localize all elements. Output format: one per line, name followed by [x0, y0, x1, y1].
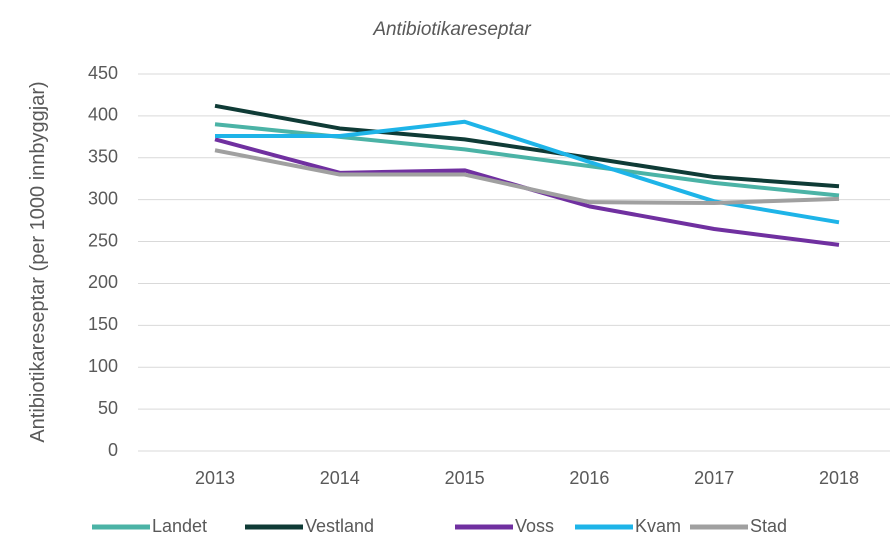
- chart-title: Antibiotikareseptar: [372, 19, 531, 40]
- y-tick-label: 0: [108, 440, 118, 460]
- series-line: [214, 103, 840, 189]
- y-tick-label: 50: [98, 398, 118, 418]
- y-tick-label: 150: [88, 314, 118, 334]
- y-tick-label: 300: [88, 188, 118, 208]
- series-line: [214, 148, 840, 206]
- y-tick-label: 200: [88, 272, 118, 292]
- legend-label: Stad: [750, 516, 787, 536]
- x-tick-label: 2018: [819, 468, 859, 488]
- x-tick-label: 2017: [694, 468, 734, 488]
- y-tick-label: 350: [88, 147, 118, 167]
- y-tick-label: 100: [88, 356, 118, 376]
- legend-label: Vestland: [305, 516, 374, 536]
- series-line: [215, 119, 840, 225]
- legend-label: Voss: [515, 516, 554, 536]
- x-tick-label: 2016: [569, 468, 609, 488]
- y-tick-label: 400: [88, 105, 118, 125]
- x-tick-label: 2015: [445, 468, 485, 488]
- y-tick-label: 250: [88, 230, 118, 250]
- x-tick-label: 2014: [320, 468, 360, 488]
- y-axis-label: Antibiotikareseptar (per 1000 innbyggjar…: [27, 81, 49, 443]
- series-line: [214, 137, 840, 247]
- legend-label: Kvam: [635, 516, 681, 536]
- x-tick-label: 2013: [195, 468, 235, 488]
- y-tick-label: 450: [88, 63, 118, 83]
- legend-label: Landet: [152, 516, 207, 536]
